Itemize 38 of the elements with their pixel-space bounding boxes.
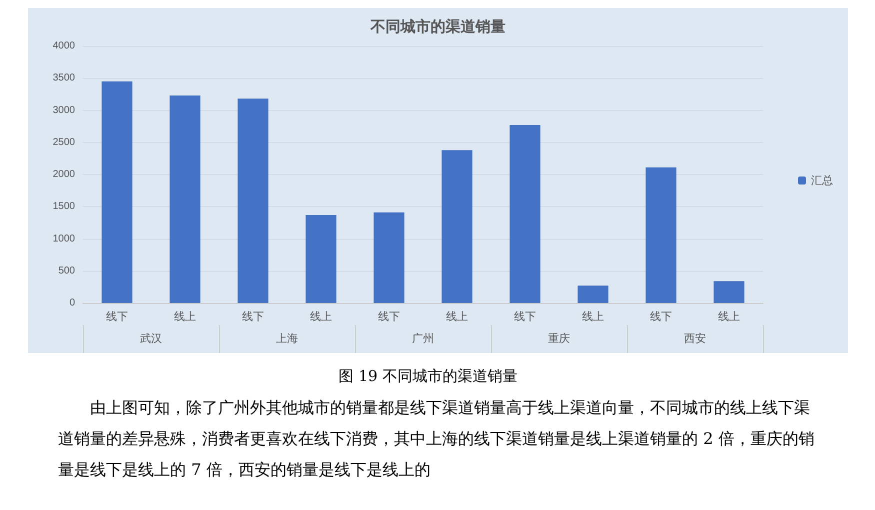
bar — [442, 150, 472, 303]
y-tick-label: 2000 — [52, 169, 76, 180]
chart-title: 不同城市的渠道销量 — [370, 18, 506, 36]
x-tick-label: 线下 — [106, 310, 128, 323]
y-tick-label: 3000 — [52, 104, 76, 116]
x-tick-label: 线上 — [446, 310, 468, 323]
text: 西安 — [684, 332, 706, 345]
x-tick-label: 线下 — [514, 310, 536, 323]
text: 广州 — [412, 332, 434, 345]
y-tick-label: 4000 — [52, 40, 76, 52]
x-tick-label: 线上 — [174, 310, 196, 323]
y-tick-label: 3500 — [52, 72, 76, 84]
y-tick-label: 1000 — [52, 233, 76, 244]
bar — [238, 98, 268, 303]
x-tick-label: 线上 — [310, 310, 332, 323]
y-tick-label: 2500 — [52, 136, 76, 148]
x-tick-label: 线下 — [650, 310, 672, 323]
bar — [306, 214, 336, 303]
y-tick-label: 500 — [58, 265, 76, 276]
x-tick-label: 线下 — [242, 310, 264, 323]
bar — [714, 281, 744, 303]
bar — [646, 167, 676, 303]
text: 上海 — [276, 332, 298, 345]
bar — [170, 95, 200, 303]
text: 由上图可知，除了广州外其他城市的销量都是线下渠道销量高于线上渠道向量，不同城市的线上线下渠道销量的差异悬殊，消费者更喜欢在线下消费，其中上海的线下渠道销量是线上渠道销量的 2 倍，重庆的销量是线下是线上的 7 倍，西安的销量是线下是线上的 — [57, 397, 816, 481]
x-tick-label: 线上 — [718, 310, 740, 323]
y-tick-label: 1500 — [52, 201, 76, 212]
x-tick-label: 线下 — [378, 310, 400, 323]
text: 重庆 — [548, 332, 570, 345]
bar — [102, 81, 132, 303]
legend-label: 汇总 — [811, 174, 833, 187]
bar — [374, 212, 404, 303]
caption: 图 19 不同城市的渠道销量 — [338, 367, 518, 386]
bar — [578, 286, 608, 303]
text: 武汉 — [140, 332, 162, 345]
x-tick-label: 线上 — [582, 310, 604, 323]
y-tick-label: 0 — [69, 298, 76, 308]
bar — [510, 125, 540, 303]
